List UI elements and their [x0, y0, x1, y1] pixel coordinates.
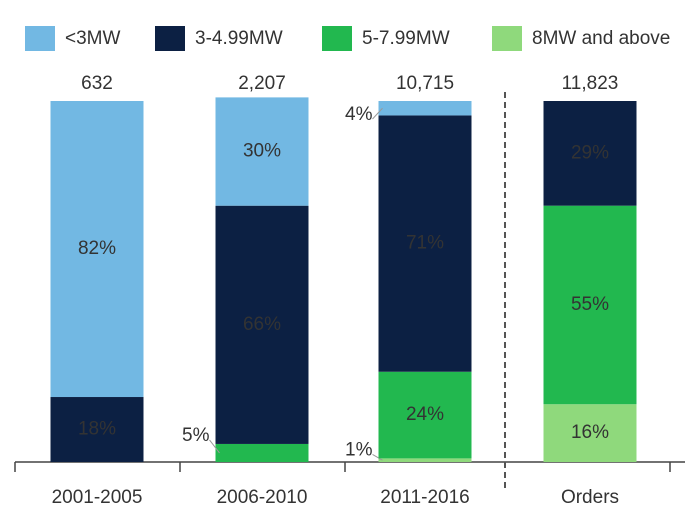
- data-label: 29%: [571, 142, 609, 163]
- data-label: 55%: [571, 294, 609, 315]
- bar-segment: [215, 97, 309, 206]
- total-label: 10,715: [396, 73, 454, 94]
- bar-segment: [215, 205, 309, 444]
- data-label: 4%: [345, 104, 373, 125]
- legend-swatch: [155, 26, 185, 51]
- legend-label: <3MW: [65, 28, 120, 49]
- bar-segment: [378, 458, 472, 462]
- x-tick-label: 2006-2010: [217, 487, 308, 508]
- x-tick-label: Orders: [561, 487, 619, 508]
- total-label: 632: [81, 73, 113, 94]
- legend-swatch: [322, 26, 352, 51]
- bar-segment: [378, 371, 472, 459]
- leader-line: [372, 107, 383, 120]
- leader-line: [372, 453, 383, 461]
- bar-segment: [543, 205, 637, 405]
- bar-segment: [50, 101, 144, 398]
- bar-segment: [215, 443, 309, 462]
- bar-segment: [378, 115, 472, 372]
- x-tick-label: 2001-2005: [52, 487, 143, 508]
- data-label: 82%: [78, 238, 116, 259]
- legend-label: 5-7.99MW: [362, 28, 450, 49]
- total-label: 11,823: [562, 73, 619, 94]
- x-tick-label: 2011-2016: [380, 487, 469, 508]
- bar-segment: [378, 101, 472, 116]
- legend-swatch: [25, 26, 55, 51]
- data-label: 16%: [571, 422, 609, 443]
- bar-segment: [543, 101, 637, 206]
- data-label: 66%: [243, 314, 281, 335]
- data-label: 5%: [182, 425, 210, 446]
- data-label: 24%: [406, 404, 444, 425]
- legend-swatch: [492, 26, 522, 51]
- legend-label: 8MW and above: [532, 28, 670, 49]
- bar-segment: [543, 404, 637, 462]
- data-label: 30%: [243, 141, 281, 162]
- data-label: 71%: [406, 233, 444, 254]
- data-label: 1%: [345, 439, 373, 460]
- data-label: 18%: [78, 419, 116, 440]
- leader-line: [209, 439, 220, 454]
- total-label: 2,207: [238, 73, 286, 94]
- legend-label: 3-4.99MW: [195, 28, 283, 49]
- bar-segment: [50, 397, 144, 462]
